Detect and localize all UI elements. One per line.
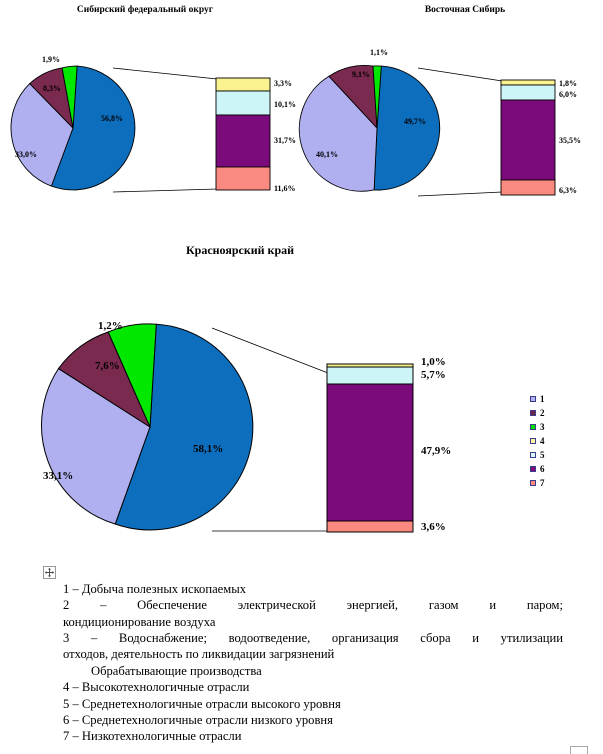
pie-label-mining-kk: 33,1% — [43, 470, 74, 482]
chart-key-notes: 1 – Добыча полезных ископаемых 2 – Обесп… — [63, 581, 563, 745]
bar-label-low-tech-vs: 6,3% — [559, 186, 577, 195]
bar-label-high-tech-vs: 1,8% — [559, 79, 577, 88]
legend-item-2[interactable]: 2 — [530, 406, 570, 420]
pie-slice-mining[interactable] — [298, 75, 378, 192]
bar-label-medium-low-tech-sfo: 31,7% — [274, 136, 296, 145]
pie-slice-water[interactable] — [372, 65, 382, 129]
legend-item-5[interactable]: 5 — [530, 448, 570, 462]
pie-label-water-sfo: 1,9% — [42, 55, 60, 64]
pie-label-manufacturing-vs: 49,7% — [404, 117, 426, 126]
pie-slice-manufacturing[interactable] — [114, 323, 254, 531]
legend-item-6[interactable]: 6 — [530, 462, 570, 476]
bar-label-high-tech-kk: 1,0% — [421, 356, 446, 368]
bar-segment-medium-low-tech[interactable] — [215, 114, 271, 168]
legend-item-1[interactable]: 1 — [530, 392, 570, 406]
legend-swatch-5-icon — [530, 452, 536, 458]
note-line-3b: отходов, деятельность по ликвидации загр… — [63, 647, 335, 662]
stacked-bar-sfo[interactable] — [215, 77, 272, 191]
pie-slice-mining[interactable] — [41, 367, 151, 525]
pie-slice-mining[interactable] — [10, 82, 74, 187]
stacked-bar-krasnoyarsk[interactable] — [326, 363, 417, 534]
legend-swatch-7-icon — [530, 480, 536, 486]
legend-label-3: 3 — [540, 421, 545, 432]
legend-label-2: 2 — [540, 407, 545, 418]
bar-segment-high-tech[interactable] — [215, 77, 271, 92]
bar-segment-low-tech[interactable] — [326, 520, 414, 533]
legend-swatch-3-icon — [530, 424, 536, 430]
bar-segment-medium-low-tech[interactable] — [500, 99, 556, 181]
move-four-arrows-icon[interactable] — [43, 566, 56, 579]
pie-slice-water[interactable] — [61, 65, 78, 129]
pie-krasnoyarsk[interactable] — [40, 320, 260, 535]
pie-label-energy-vs: 9,1% — [352, 70, 370, 79]
legend-label-4: 4 — [540, 435, 545, 446]
pie-label-mining-vs: 40,1% — [316, 150, 338, 159]
chart-sfo[interactable]: Сибирский федеральный округ 56,8% 33,0% … — [0, 0, 303, 230]
pie-label-energy-sfo: 8,3% — [43, 84, 61, 93]
chart-vostochnaya-sibir[interactable]: Восточная Сибирь 49,7% 40,1% 9,1% 1,1% 1… — [298, 0, 603, 230]
pie-label-water-kk: 1,2% — [98, 320, 123, 332]
legend-swatch-2-icon — [530, 410, 536, 416]
note-line-6: 6 – Среднетехнологичные отрасли низкого … — [63, 712, 333, 727]
pie-label-manufacturing-kk: 58,1% — [193, 443, 224, 455]
legend-item-7[interactable]: 7 — [530, 476, 570, 490]
legend-label-7: 7 — [540, 477, 545, 488]
legend-swatch-1-icon — [530, 396, 536, 402]
legend-item-3[interactable]: 3 — [530, 420, 570, 434]
bar-label-high-tech-sfo: 3,3% — [274, 79, 292, 88]
legend-label-5: 5 — [540, 449, 545, 460]
pie-label-mining-sfo: 33,0% — [15, 150, 37, 159]
bar-segment-low-tech[interactable] — [500, 179, 556, 196]
note-line-manufacturing: Обрабатывающие производства — [91, 663, 262, 678]
bar-segment-medium-high-tech[interactable] — [326, 366, 414, 385]
pie-slice-manufacturing[interactable] — [50, 65, 136, 191]
pie-sfo[interactable] — [8, 58, 138, 198]
bar-segment-medium-low-tech[interactable] — [326, 383, 414, 522]
bar-label-medium-high-tech-sfo: 10,1% — [274, 100, 296, 109]
legend-swatch-4-icon — [530, 438, 536, 444]
chart-title-krasnoyarsk: Красноярский край — [185, 243, 295, 257]
pie-label-manufacturing-sfo: 56,8% — [101, 114, 123, 123]
bar-label-low-tech-kk: 3,6% — [421, 521, 446, 533]
bar-label-medium-high-tech-vs: 6,0% — [559, 90, 577, 99]
note-line-3a: 3 – Водоснабжение; водоотведение, органи… — [63, 631, 563, 646]
bar-label-medium-low-tech-kk: 47,9% — [421, 445, 452, 457]
bar-segment-medium-high-tech[interactable] — [215, 90, 271, 116]
legend-item-4[interactable]: 4 — [530, 434, 570, 448]
legend-swatch-6-icon — [530, 466, 536, 472]
bar-segment-high-tech[interactable] — [500, 79, 556, 86]
bar-segment-medium-high-tech[interactable] — [500, 84, 556, 101]
note-line-5: 5 – Среднетехнологичные отрасли высокого… — [63, 696, 341, 711]
chart-title-sfo: Сибирский федеральный округ — [76, 5, 214, 15]
pie-slice-water[interactable] — [107, 323, 157, 428]
pie-slice-manufacturing[interactable] — [373, 65, 441, 191]
pie-label-energy-kk: 7,6% — [95, 360, 120, 372]
bar-label-low-tech-sfo: 11,6% — [274, 184, 296, 193]
note-line-7: 7 – Низкотехнологичные отрасли — [63, 729, 242, 744]
note-line-4: 4 – Высокотехнологичные отрасли — [63, 680, 250, 695]
chart-title-vostochnaya-sibir: Восточная Сибирь — [424, 5, 506, 15]
chart-legend[interactable]: 1 2 3 4 5 6 7 — [530, 392, 570, 490]
legend-label-6: 6 — [540, 463, 545, 474]
chart-krasnoyarsk[interactable]: Красноярский край 58,1% 33,1% 7,6% 1,2% … — [0, 235, 603, 560]
pie-label-water-vs: 1,1% — [370, 48, 388, 57]
bar-label-medium-high-tech-kk: 5,7% — [421, 369, 446, 381]
stacked-bar-vostochnaya-sibir[interactable] — [500, 79, 557, 196]
bar-label-medium-low-tech-vs: 35,5% — [559, 136, 581, 145]
note-line-2a: 2 – Обеспечение электрической энергией, … — [63, 598, 563, 613]
page-corner-marker — [570, 746, 588, 754]
pie-vostochnaya-sibir[interactable] — [298, 58, 442, 198]
bar-segment-low-tech[interactable] — [215, 166, 271, 191]
note-line-1: 1 – Добыча полезных ископаемых — [63, 582, 246, 596]
legend-label-1: 1 — [540, 393, 545, 404]
note-line-2b: кондиционирование воздуха — [63, 614, 216, 629]
